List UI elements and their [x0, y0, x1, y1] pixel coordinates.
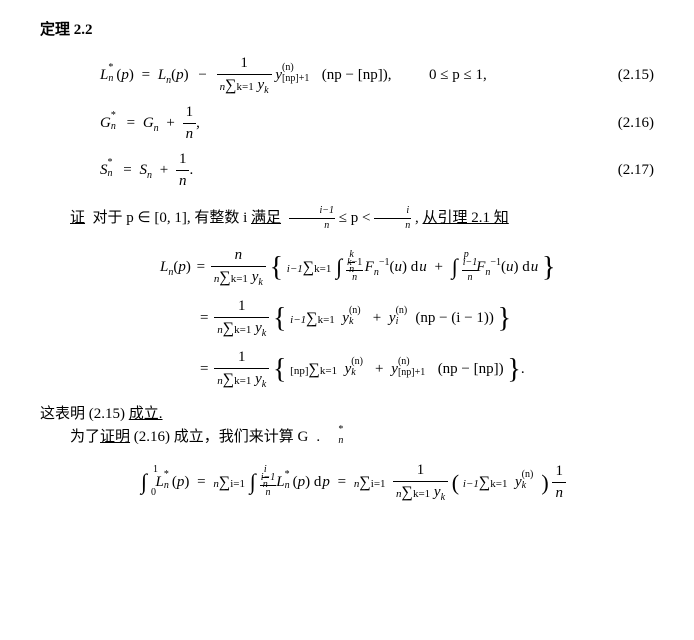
eq-num-216: (2.16) [594, 113, 654, 134]
eq-2-17-body: S*n = Sn + 1n. [40, 149, 594, 192]
shows-215-line: 这表明 (2.15) 成立. [40, 404, 654, 425]
equation-2-16: G*n = Gn + 1n, (2.16) [40, 102, 654, 145]
derivation-line-3: = 1n∑k=1 yk { [np]∑k=1 y(n)k + y(n)[np]+… [40, 347, 654, 392]
eq-num-215: (2.15) [594, 65, 654, 86]
derivation-line-2: = 1n∑k=1 yk { i−1∑k=1 y(n)k + y(n)i (np … [40, 296, 654, 341]
eq-num-217: (2.17) [594, 160, 654, 181]
eq-2-15-body: L*n(p) = Ln(p) − 1 n∑k=1 yk y(n)[np]+1 (… [40, 53, 594, 98]
eq-2-16-body: G*n = Gn + 1n, [40, 102, 594, 145]
derivation-line-1: Ln(p) = nn∑k=1 yk { i−1∑k=1 ∫knk−1n Fn−1… [40, 245, 654, 290]
integral-line: ∫10 L*n(p) = n∑i=1 ∫ini−1n L*n(p) dp = n… [40, 460, 654, 505]
prove-216-line: 为了证明 (2.16) 成立，我们来计算 G*n. [40, 427, 654, 448]
theorem-heading: 定理 2.2 [40, 20, 654, 41]
equation-2-17: S*n = Sn + 1n. (2.17) [40, 149, 654, 192]
frac-1-over-sumyk: 1 n∑k=1 yk [217, 53, 272, 98]
equation-2-15: L*n(p) = Ln(p) − 1 n∑k=1 yk y(n)[np]+1 (… [40, 53, 654, 98]
proof-label: 证 [70, 210, 85, 226]
proof-paragraph: 证 对于 p ∈ [0, 1], 有整数 i 满足 i−1n ≤ p < in … [40, 204, 654, 233]
